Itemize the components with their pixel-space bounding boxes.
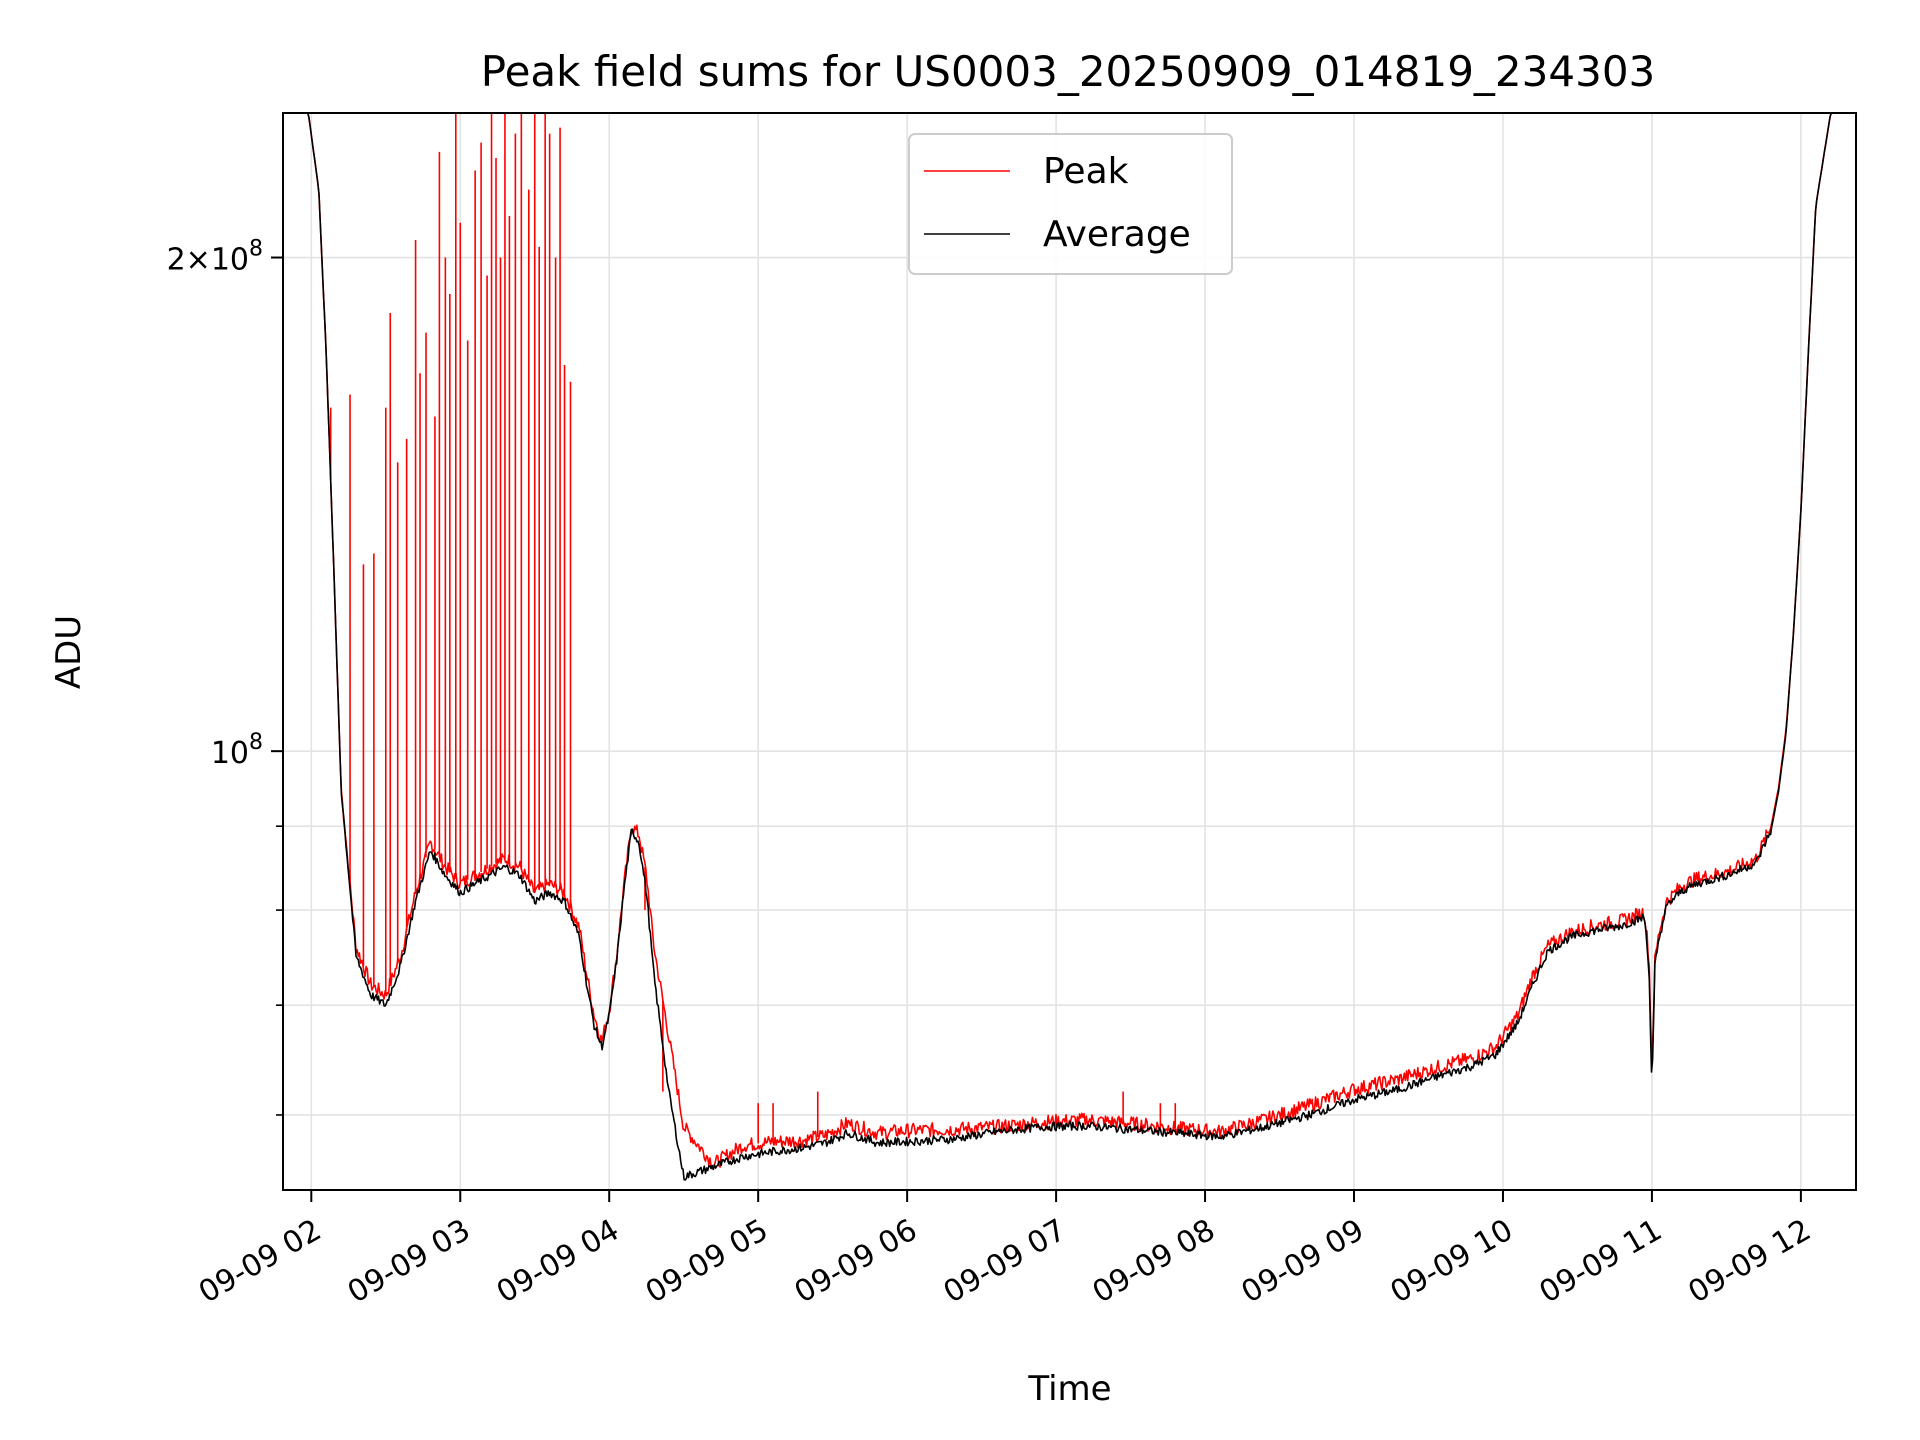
legend-box [908,133,1233,275]
x-tick-label: 09-09 02 [193,1213,327,1311]
y-tick-label: 2×108 [167,237,263,278]
plot-frame [282,112,1857,1191]
x-tick-label: 09-09 09 [1236,1213,1370,1311]
legend-average-label: Average [1043,214,1191,255]
x-tick-label: 09-09 10 [1385,1213,1519,1311]
x-tick-label: 09-09 12 [1683,1213,1817,1311]
y-axis-label: ADU [49,615,89,689]
legend: Peak Average [908,133,1233,275]
x-tick-label: 09-09 07 [938,1213,1072,1311]
plot-area [285,113,1856,1181]
x-tick-label: 09-09 03 [342,1213,476,1311]
chart-title: Peak field sums for US0003_20250909_0148… [481,47,1656,96]
x-tick-label: 09-09 06 [789,1213,923,1311]
x-tick-label: 09-09 04 [491,1213,625,1311]
legend-peak-label: Peak [1043,151,1129,192]
x-tick-label: 09-09 08 [1087,1213,1221,1311]
series-line-average [285,113,1856,1181]
x-axis: 09-09 02 09-09 03 09-09 04 09-09 05 09-09 06… [193,1190,1817,1310]
x-axis-label: Time [1027,1369,1111,1409]
x-tick-label: 09-09 11 [1534,1213,1668,1311]
y-axis: 2×108 108 [167,237,283,1116]
x-tick-label: 09-09 05 [640,1213,774,1311]
y-tick-label: 108 [211,730,263,771]
